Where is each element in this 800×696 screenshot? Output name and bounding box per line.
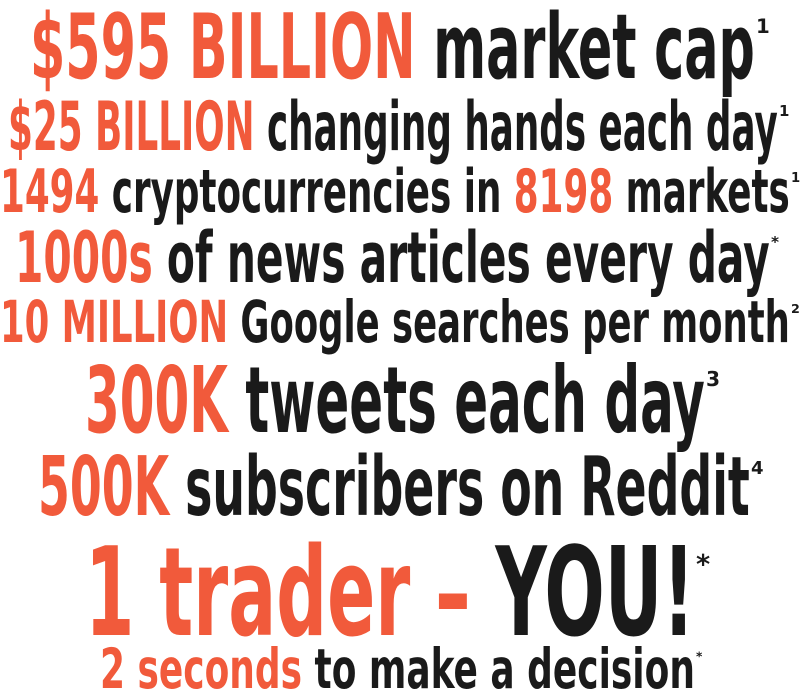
line-text: $25 BILLION changing hands each day <box>8 87 778 166</box>
highlight-text: 1 trader – <box>85 521 495 664</box>
line: 1 trader – YOU! <box>85 521 695 664</box>
footnote-marker: 1 <box>791 171 800 186</box>
body-text: markets <box>613 156 790 226</box>
line: 300K tweets each day <box>85 347 705 454</box>
footnote-marker: * <box>771 233 779 251</box>
body-text: Google searches per month <box>228 289 790 357</box>
footnote-marker: 1 <box>756 15 770 38</box>
footnote-marker: * <box>696 550 710 581</box>
highlight-text: $25 BILLION <box>8 87 255 166</box>
body-text: to make a decision <box>302 637 695 696</box>
line-text: 1494 cryptocurrencies in 8198 markets <box>0 156 790 226</box>
line-text: 2 seconds to make a decision <box>100 637 695 696</box>
line-text: 500K subscribers on Reddit <box>38 438 750 534</box>
line-text: 10 MILLION Google searches per month <box>0 289 790 357</box>
body-text: subscribers on Reddit <box>169 438 750 534</box>
line: 500K subscribers on Reddit <box>38 438 750 534</box>
line-text: 300K tweets each day <box>85 347 705 454</box>
line-text: 1000s of news articles every day <box>15 217 770 299</box>
body-text: YOU! <box>495 521 695 664</box>
line: 2 seconds to make a decision <box>100 637 695 696</box>
footnote-marker: 1 <box>779 102 789 120</box>
highlight-text: 2 seconds <box>100 637 302 696</box>
highlight-text: 500K <box>38 438 171 534</box>
line: 10 MILLION Google searches per month <box>0 289 790 357</box>
line: 1000s of news articles every day <box>15 217 770 299</box>
footnote-marker: 4 <box>751 458 764 479</box>
body-text: cryptocurrencies in <box>99 156 513 226</box>
highlight-text: $595 BILLION <box>30 0 416 100</box>
highlight-text: 1494 <box>0 156 99 226</box>
line: $595 BILLION market cap <box>30 0 755 100</box>
footnote-marker: * <box>696 650 703 664</box>
line: 1494 cryptocurrencies in 8198 markets <box>0 156 790 226</box>
highlight-text: 1000s <box>15 217 153 299</box>
body-text: changing hands each day <box>255 87 778 166</box>
body-text: market cap <box>416 0 755 100</box>
body-text: tweets each day <box>228 347 705 454</box>
footnote-marker: 3 <box>706 367 720 391</box>
body-text: of news articles every day <box>153 217 770 299</box>
line: $25 BILLION changing hands each day <box>8 87 778 166</box>
footnote-marker: 2 <box>791 302 800 317</box>
line-text: $595 BILLION market cap <box>30 0 755 100</box>
highlight-text: 8198 <box>514 156 613 226</box>
highlight-text: 10 MILLION <box>0 289 228 357</box>
highlight-text: 300K <box>85 347 230 454</box>
line-text: 1 trader – YOU! <box>85 521 695 664</box>
